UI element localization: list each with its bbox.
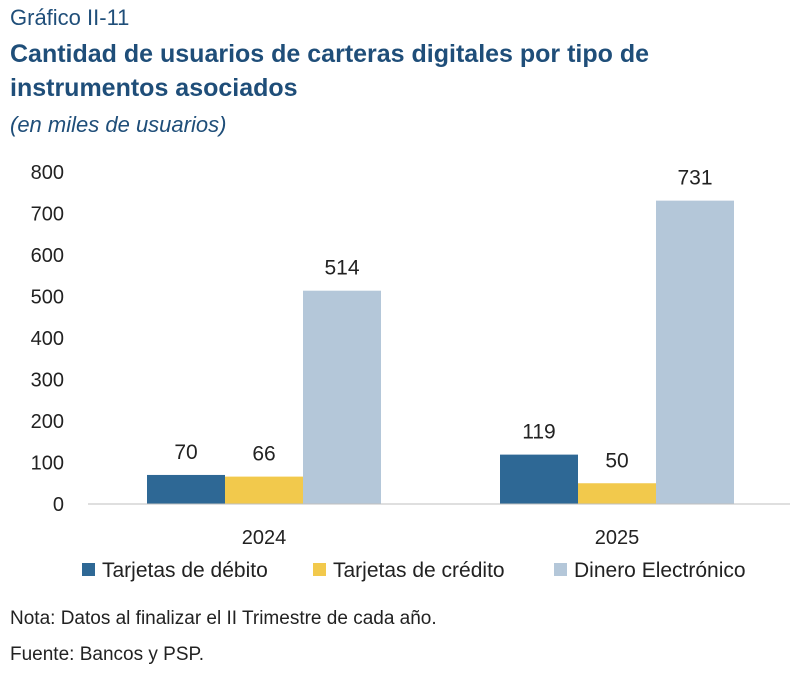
legend-swatch [313,563,326,576]
chart-subtitle: (en miles de usuarios) [10,112,227,137]
legend-label: Tarjetas de débito [102,559,268,582]
y-tick-label: 600 [31,245,64,267]
y-tick-label: 0 [53,494,64,516]
y-tick-label: 400 [31,328,64,350]
y-tick-label: 300 [31,370,64,392]
bar [578,483,656,504]
legend-label: Tarjetas de crédito [333,559,505,582]
chart-kicker: Gráfico II-11 [10,5,130,30]
bar [147,474,225,504]
bar [225,476,303,504]
legend-swatch [82,563,95,576]
legend-label: Dinero Electrónico [574,559,746,582]
data-label: 50 [605,449,628,472]
x-axis: 2024 2025 [242,527,640,549]
data-label: 731 [677,167,712,190]
bar-chart: 0 100 200 300 400 500 600 700 800 70 66 514 119 50 73… [31,162,790,582]
bar [656,200,734,504]
legend: Tarjetas de débito Tarjetas de crédito Din… [82,559,746,582]
data-label: 70 [174,441,197,464]
x-tick-label: 2025 [595,527,640,549]
bars: 70 66 514 119 50 731 [147,167,734,504]
y-tick-label: 800 [31,162,64,184]
y-tick-label: 500 [31,287,64,309]
y-tick-label: 700 [31,204,64,226]
y-tick-label: 200 [31,411,64,433]
chart-title: Cantidad de usuarios de carteras digital… [10,40,650,102]
bar [303,290,381,504]
data-label: 66 [252,443,275,466]
legend-swatch [554,563,567,576]
data-label: 119 [522,421,555,444]
data-label: 514 [324,257,359,280]
bar [500,454,578,504]
y-tick-label: 100 [31,453,64,475]
y-axis: 0 100 200 300 400 500 600 700 800 [31,162,64,516]
note-text: Nota: Datos al finalizar el II Trimestre… [10,608,437,629]
x-tick-label: 2024 [242,527,287,549]
source-text: Fuente: Bancos y PSP. [10,644,204,665]
